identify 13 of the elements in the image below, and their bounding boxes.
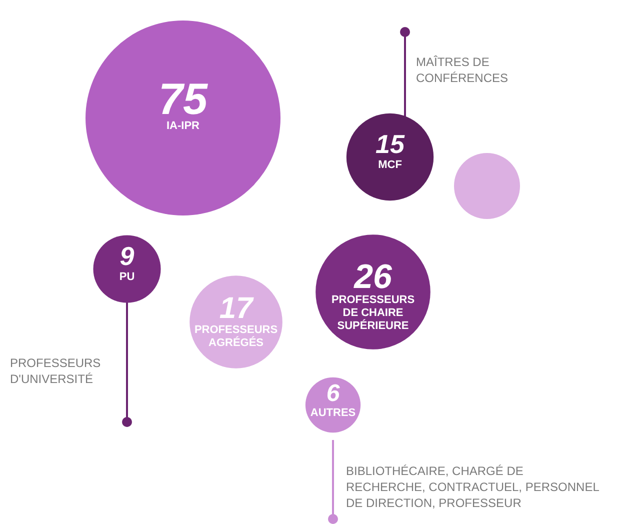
category-label: AUTRES: [310, 407, 356, 419]
data-label: 26: [353, 258, 393, 296]
category-label: MCF: [378, 159, 402, 171]
category-label: PROFESSEURS DE CHAIRE SUPÉRIEURE: [331, 294, 415, 332]
data-label: 15: [376, 129, 405, 159]
data-label: 17: [219, 292, 254, 325]
data-label: 6: [326, 380, 340, 407]
category-label: PU: [119, 271, 135, 283]
text: BIBLIOTHÉCAIRE, CHARGÉ DE RECHERCHE, CONTRACTUEL, PERSONNEL DE DIRECTION, PROFESSEUR: [346, 464, 600, 510]
text: PROFESSEURS D'UNIVERSITÉ: [10, 356, 101, 386]
data-label: 9: [120, 241, 135, 271]
category-label: PROFESSEURS AGRÉGÉS: [194, 324, 278, 349]
text: MAÎTRES DE CONFÉRENCES: [416, 55, 508, 85]
